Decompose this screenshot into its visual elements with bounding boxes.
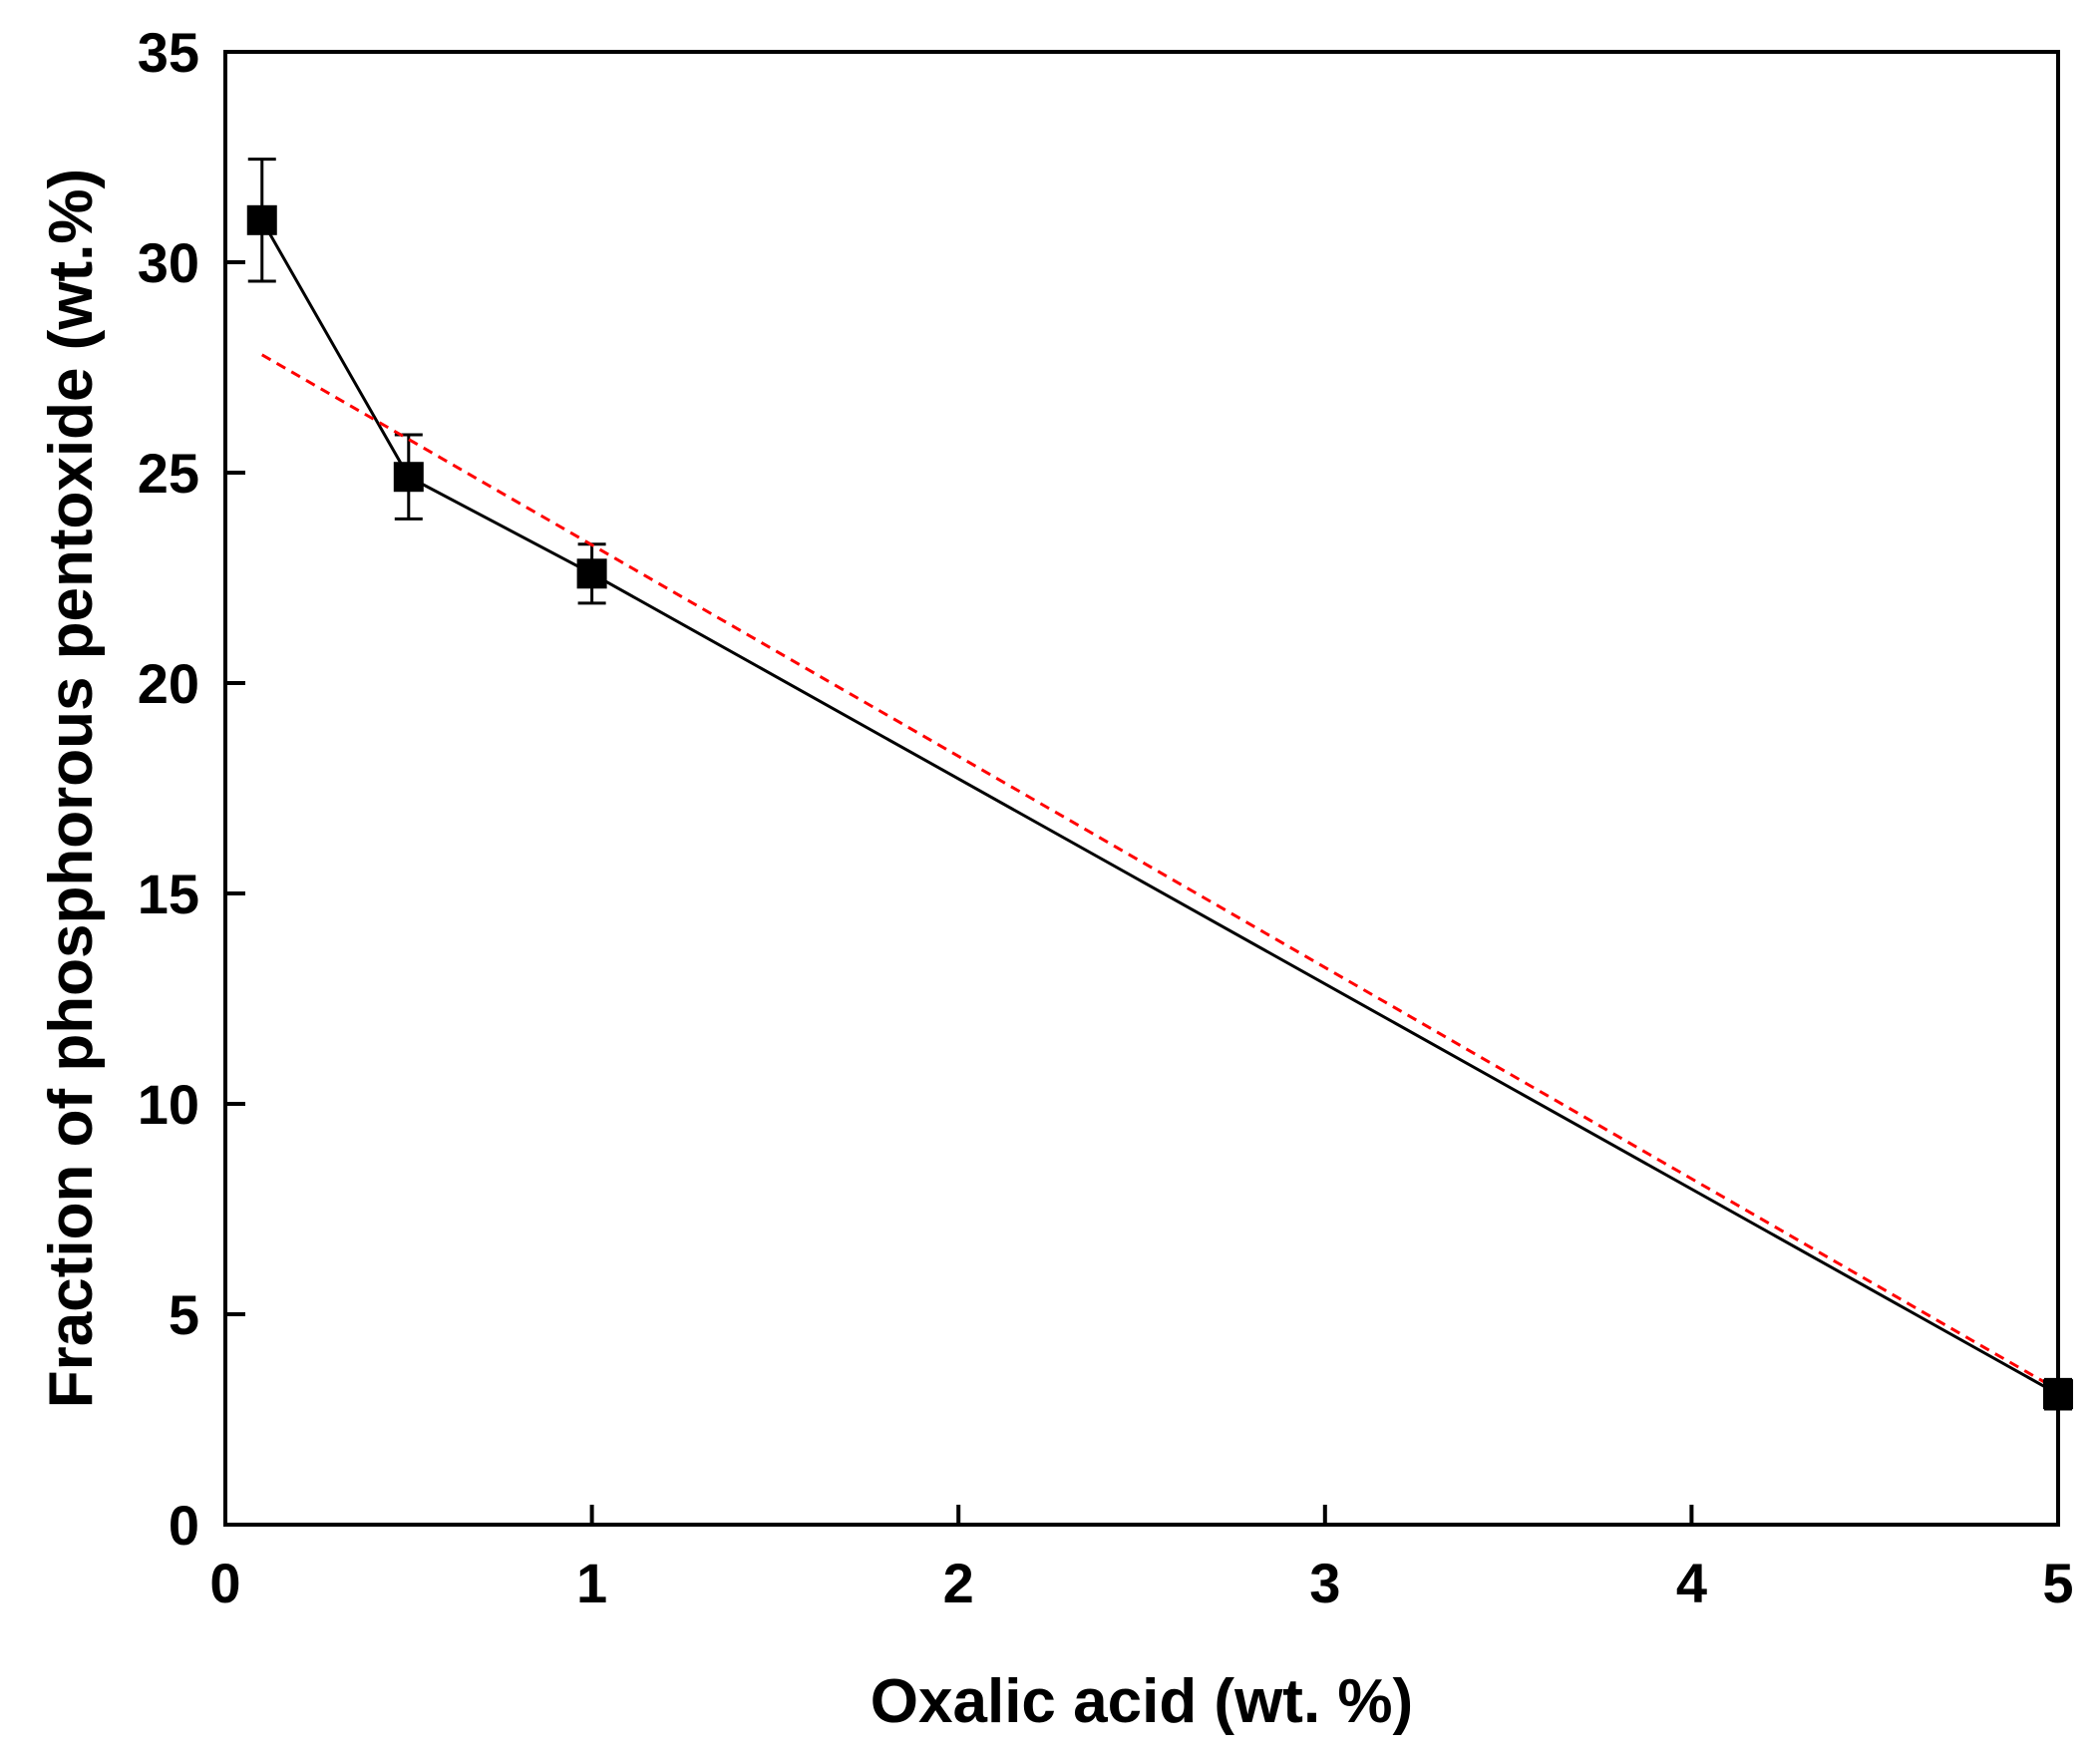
y-tick-label: 25	[138, 442, 199, 505]
x-tick-label: 2	[943, 1552, 974, 1614]
y-tick-label: 35	[138, 21, 199, 84]
x-tick-label: 5	[2042, 1552, 2073, 1614]
y-axis-title: Fraction of phosphorous pentoxide (wt.%)	[37, 169, 106, 1408]
y-tick-label: 20	[138, 652, 199, 715]
tick-labels: 0 1 2 3 4 5 0 5 10 15 20 25 30 35	[138, 21, 2074, 1614]
y-tick-label: 15	[138, 863, 199, 925]
x-tick-label: 0	[209, 1552, 240, 1614]
x-tick-label: 3	[1309, 1552, 1340, 1614]
y-tick-label: 30	[138, 231, 199, 294]
x-tick-label: 1	[576, 1552, 607, 1614]
x-tick-label: 4	[1676, 1552, 1707, 1614]
data-point	[246, 204, 277, 235]
data-line	[260, 219, 2059, 1396]
trend-line	[261, 353, 2059, 1392]
axis-ticks	[223, 50, 2060, 1527]
y-tick-label: 0	[169, 1494, 199, 1557]
x-axis-title: Oxalic acid (wt. %)	[871, 1667, 1413, 1736]
y-tick-label: 10	[138, 1073, 199, 1136]
data-series	[246, 158, 2073, 1411]
plot-area-frame	[223, 50, 2060, 1527]
y-tick-label: 5	[169, 1283, 199, 1346]
data-point	[393, 462, 424, 493]
data-point	[576, 558, 607, 589]
